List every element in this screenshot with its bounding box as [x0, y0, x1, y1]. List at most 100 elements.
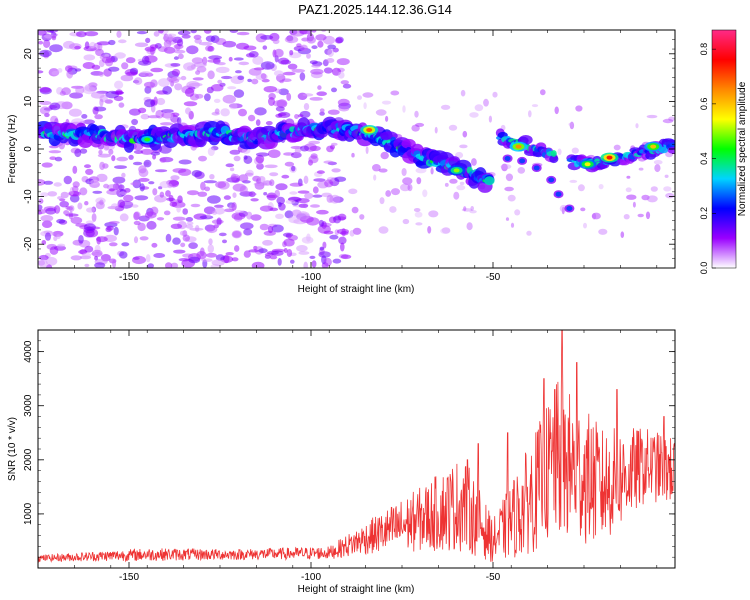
spectral-blob	[246, 211, 253, 220]
spectral-blob	[123, 194, 134, 202]
spectral-blob	[584, 162, 591, 167]
spectral-blob	[41, 240, 47, 245]
spectral-blob	[134, 195, 149, 201]
spectral-blob	[258, 248, 268, 254]
spectral-blob	[568, 122, 573, 126]
spectral-blob	[61, 87, 71, 96]
spectral-blob	[199, 247, 205, 257]
y-tick-label: -20	[23, 237, 34, 252]
spectral-blob	[187, 190, 199, 196]
spectral-blob	[63, 210, 70, 216]
spectral-blob	[533, 165, 540, 171]
spectral-blob	[504, 156, 511, 161]
spectral-blob	[326, 194, 334, 203]
spectral-blob	[60, 191, 69, 199]
colorbar-tick-label: 0.8	[699, 43, 709, 56]
spectral-blob	[201, 258, 213, 263]
spectral-blob	[488, 115, 492, 123]
spectral-blob	[82, 252, 91, 258]
spectral-blob	[108, 66, 120, 72]
spectrogram-ylabel: Frequency (Hz)	[7, 115, 18, 184]
spectral-blob	[385, 190, 392, 197]
spectral-blob	[625, 187, 632, 193]
spectral-blob	[210, 84, 224, 92]
spectral-blob	[313, 178, 326, 182]
spectral-blob	[147, 263, 154, 268]
spectral-blob	[84, 263, 90, 268]
spectral-blob	[90, 179, 99, 185]
spectral-blob	[459, 144, 468, 149]
spectral-blob	[118, 102, 125, 108]
spectral-blob	[240, 222, 254, 230]
spectral-blob	[227, 86, 237, 90]
spectral-blob	[191, 170, 202, 177]
spectral-blob	[40, 192, 49, 197]
spectral-blob	[81, 114, 88, 119]
spectral-blob	[198, 155, 207, 162]
snr-series-line	[38, 330, 675, 563]
spectral-blob	[276, 196, 286, 205]
spectral-blob	[186, 221, 194, 226]
spectral-blob	[232, 192, 237, 198]
spectral-blob	[144, 137, 151, 142]
x-tick-label: -100	[301, 272, 321, 283]
spectral-blob	[289, 182, 304, 187]
spectral-blob	[159, 191, 165, 198]
spectral-blob	[248, 51, 259, 58]
snr-xlabel: Height of straight line (km)	[298, 584, 415, 595]
spectral-blob	[296, 43, 302, 48]
spectral-blob	[74, 148, 82, 158]
spectral-blob	[236, 42, 249, 50]
spectral-blob	[462, 130, 468, 138]
spectral-blob	[131, 118, 139, 126]
spectral-blob	[139, 71, 153, 77]
spectral-blob	[222, 40, 237, 48]
spectral-blob	[505, 217, 510, 221]
spectral-blob	[338, 236, 347, 245]
spectral-blob	[456, 184, 466, 191]
spectral-blob	[440, 104, 451, 110]
spectral-blob	[310, 153, 318, 159]
spectral-blob	[654, 164, 661, 173]
spectral-blob	[54, 156, 63, 162]
spectral-blob	[124, 188, 131, 193]
spectral-blob	[208, 238, 213, 246]
spectral-blob	[190, 30, 197, 34]
spectral-blob	[214, 207, 226, 215]
spectral-blob	[171, 68, 181, 77]
spectral-blob	[109, 188, 115, 192]
spectral-blob	[580, 207, 586, 212]
spectral-blob	[492, 91, 498, 98]
spectral-blob	[299, 30, 312, 35]
spectral-blob	[78, 235, 84, 244]
spectral-blob	[598, 228, 608, 235]
spectral-blob	[413, 208, 421, 212]
spectral-blob	[306, 36, 316, 44]
spectral-blob	[231, 257, 239, 262]
spectral-blob	[182, 234, 190, 242]
spectral-blob	[139, 236, 149, 241]
spectral-blob	[145, 37, 151, 44]
spectral-blob	[125, 71, 138, 76]
spectral-blob	[255, 154, 265, 164]
spectral-blob	[47, 191, 58, 197]
spectral-blob	[196, 66, 207, 73]
spectral-blob	[247, 78, 252, 83]
spectral-blob	[330, 144, 335, 150]
spectral-blob	[260, 61, 275, 70]
spectral-blob	[229, 102, 238, 110]
spectral-blob	[402, 105, 406, 113]
colorbar-ticks: 0.0 0.2 0.4 0.6 0.8	[699, 43, 716, 274]
spectral-blob	[304, 192, 314, 199]
spectral-blob	[279, 80, 284, 84]
spectral-blob	[254, 107, 267, 116]
spectral-blob	[278, 112, 287, 116]
spectral-blob	[206, 225, 218, 234]
spectral-blob	[207, 147, 215, 157]
spectral-blob	[331, 87, 337, 93]
spectral-blob	[309, 145, 321, 151]
spectral-blob	[549, 154, 559, 164]
spectral-blob	[268, 149, 281, 158]
spectral-blob	[272, 38, 280, 45]
